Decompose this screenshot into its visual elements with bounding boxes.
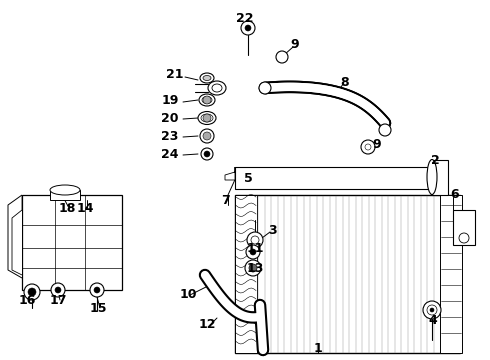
Circle shape [259,82,271,94]
Circle shape [28,288,36,296]
Ellipse shape [427,159,437,194]
Ellipse shape [203,76,211,81]
Circle shape [246,245,260,259]
Circle shape [90,283,104,297]
Text: 5: 5 [244,171,252,184]
Bar [22,195,122,290]
Circle shape [203,114,211,122]
Circle shape [276,51,288,63]
Ellipse shape [200,73,214,83]
Text: 24: 24 [161,148,179,161]
Circle shape [379,124,391,136]
Circle shape [365,144,371,150]
Bar [235,195,257,353]
Text: 22: 22 [236,12,254,24]
Polygon shape [225,167,235,180]
Text: 3: 3 [268,224,276,237]
Circle shape [204,151,210,157]
Ellipse shape [208,81,226,95]
Circle shape [423,301,441,319]
Circle shape [201,148,213,160]
Ellipse shape [212,84,222,92]
Text: 11: 11 [246,242,264,255]
Text: 7: 7 [220,194,229,207]
Ellipse shape [50,185,80,195]
Bar [453,210,475,245]
Polygon shape [12,195,22,275]
Text: 17: 17 [49,293,67,306]
Circle shape [51,283,65,297]
Circle shape [249,264,257,272]
Circle shape [245,260,261,276]
Bar [235,195,460,353]
Bar [50,190,80,200]
Circle shape [203,132,211,140]
Text: 10: 10 [179,288,197,302]
Circle shape [361,140,375,154]
Circle shape [55,287,61,293]
Circle shape [459,233,469,243]
Text: 6: 6 [451,189,459,202]
Circle shape [250,249,256,255]
Text: 21: 21 [166,68,184,81]
Text: 9: 9 [373,139,381,152]
Bar [440,195,462,353]
Text: 16: 16 [18,293,36,306]
Circle shape [200,129,214,143]
Text: 18: 18 [58,202,75,215]
Ellipse shape [199,94,215,106]
Ellipse shape [198,112,216,125]
Text: 4: 4 [429,314,438,327]
Circle shape [251,236,259,244]
Bar [235,167,430,189]
Circle shape [247,232,263,248]
Circle shape [94,287,100,293]
Ellipse shape [202,96,212,104]
Circle shape [203,96,211,104]
Text: 1: 1 [314,342,322,355]
Text: 13: 13 [246,261,264,274]
Text: 2: 2 [431,153,440,166]
Text: 12: 12 [198,319,216,332]
Polygon shape [8,195,22,278]
Text: 14: 14 [76,202,94,215]
Text: 20: 20 [161,112,179,125]
Text: 8: 8 [341,76,349,89]
Text: 23: 23 [161,130,179,143]
Circle shape [430,308,434,312]
Text: 15: 15 [89,302,107,315]
Circle shape [245,25,251,31]
Ellipse shape [201,114,213,122]
Text: 9: 9 [291,39,299,51]
Circle shape [24,284,40,300]
Circle shape [241,21,255,35]
Text: 19: 19 [161,94,179,107]
Bar [432,160,448,195]
Circle shape [427,305,437,315]
